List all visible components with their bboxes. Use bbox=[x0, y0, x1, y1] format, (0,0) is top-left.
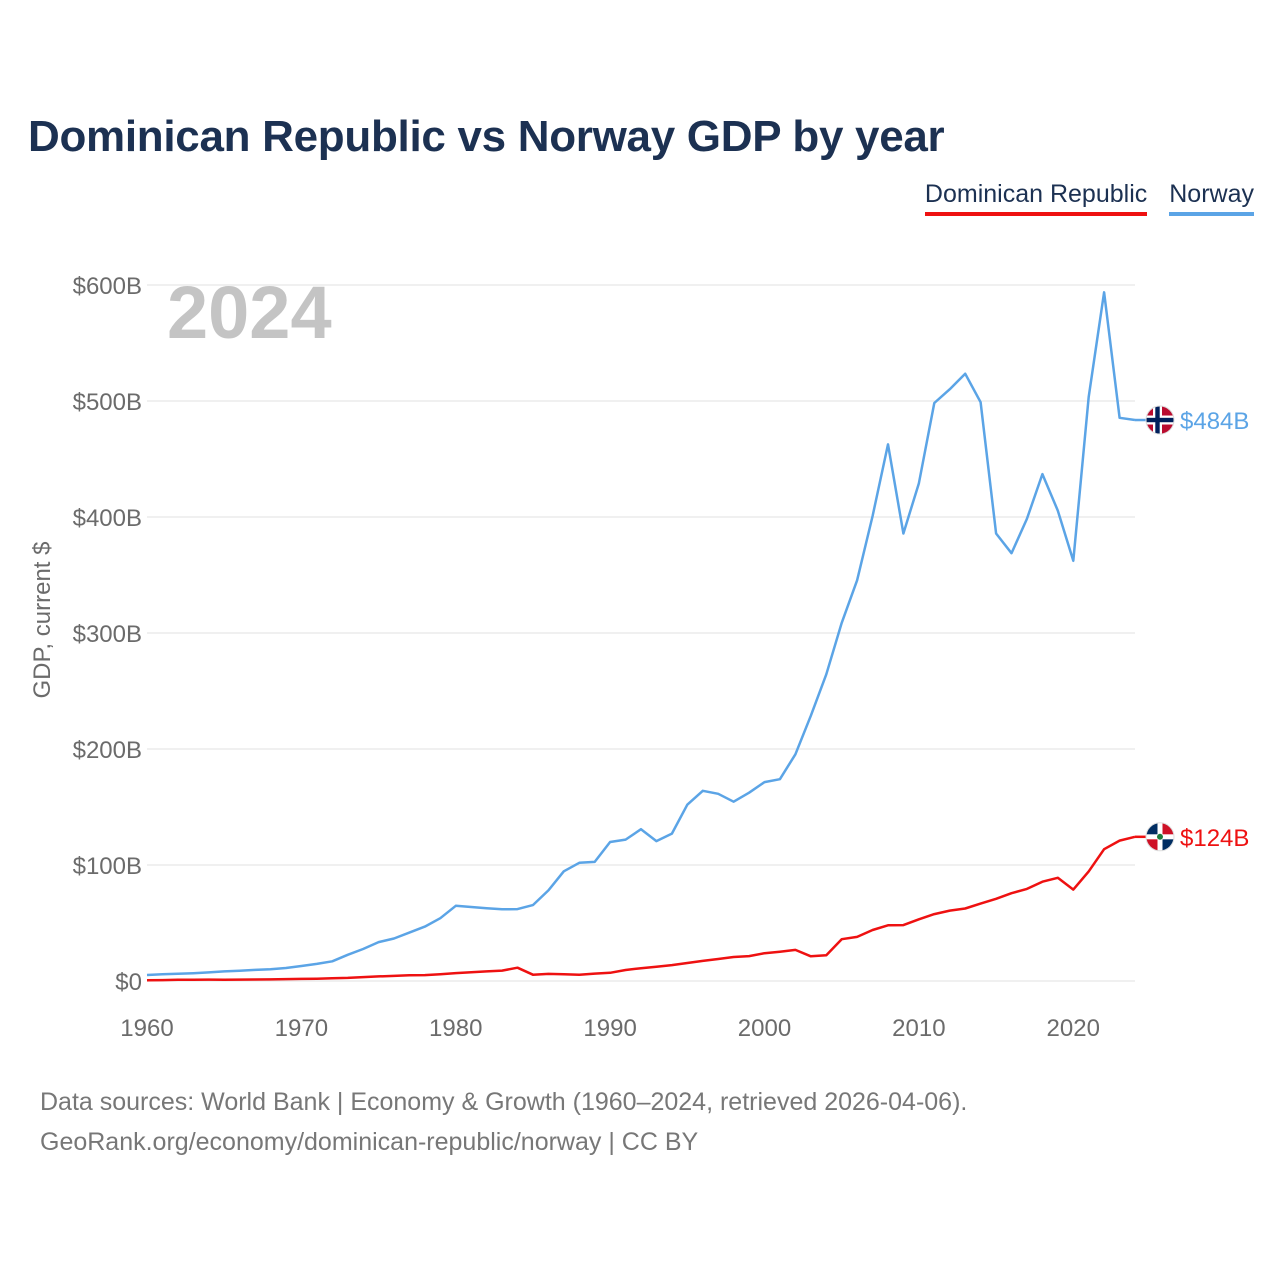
flag-ring bbox=[1145, 822, 1175, 852]
source-link[interactable]: GeoRank.org/economy/dominican-republic/n… bbox=[40, 1128, 699, 1156]
legend-item-dominican-republic[interactable]: Dominican Republic bbox=[924, 180, 1148, 216]
x-tick-label: 2020 bbox=[1047, 1015, 1100, 1042]
series-line-norway bbox=[146, 291, 1136, 977]
y-tick-label: $0 bbox=[115, 969, 142, 996]
footer: Data sources: World Bank | Economy & Gro… bbox=[40, 1082, 967, 1162]
year-label: 2024 bbox=[167, 271, 332, 354]
legend-item-norway[interactable]: Norway bbox=[1169, 180, 1254, 216]
x-tick-label: 2000 bbox=[738, 1015, 791, 1042]
y-axis-title: GDP, current $ bbox=[29, 542, 56, 699]
y-tick-label: $100B bbox=[73, 853, 142, 880]
x-tick-label: 1970 bbox=[275, 1015, 328, 1042]
flag-ring bbox=[1145, 405, 1175, 435]
y-tick-label: $400B bbox=[73, 505, 142, 532]
data-sources-text: Data sources: World Bank | Economy & Gro… bbox=[40, 1088, 968, 1116]
x-tick-label: 2010 bbox=[892, 1015, 945, 1042]
y-tick-label: $500B bbox=[73, 389, 142, 416]
x-tick-label: 1980 bbox=[429, 1015, 482, 1042]
x-tick-label: 1990 bbox=[583, 1015, 636, 1042]
chart-title: Dominican Republic vs Norway GDP by year bbox=[28, 112, 945, 161]
legend: Dominican Republic Norway bbox=[924, 180, 1254, 216]
y-tick-label: $600B bbox=[73, 273, 142, 300]
y-tick-label: $300B bbox=[73, 621, 142, 648]
series-line-dominican-republic bbox=[146, 835, 1136, 982]
line-chart: 2024 $0 $100B $200B $300B $400B $500B $600B 1960… bbox=[29, 271, 1249, 1042]
norway-flag-icon bbox=[1146, 406, 1174, 435]
y-tick-label: $200B bbox=[73, 737, 142, 764]
x-tick-label: 1960 bbox=[120, 1015, 173, 1042]
series-end-label: $484B bbox=[1180, 408, 1249, 435]
series-end-label: $124B bbox=[1180, 825, 1249, 852]
